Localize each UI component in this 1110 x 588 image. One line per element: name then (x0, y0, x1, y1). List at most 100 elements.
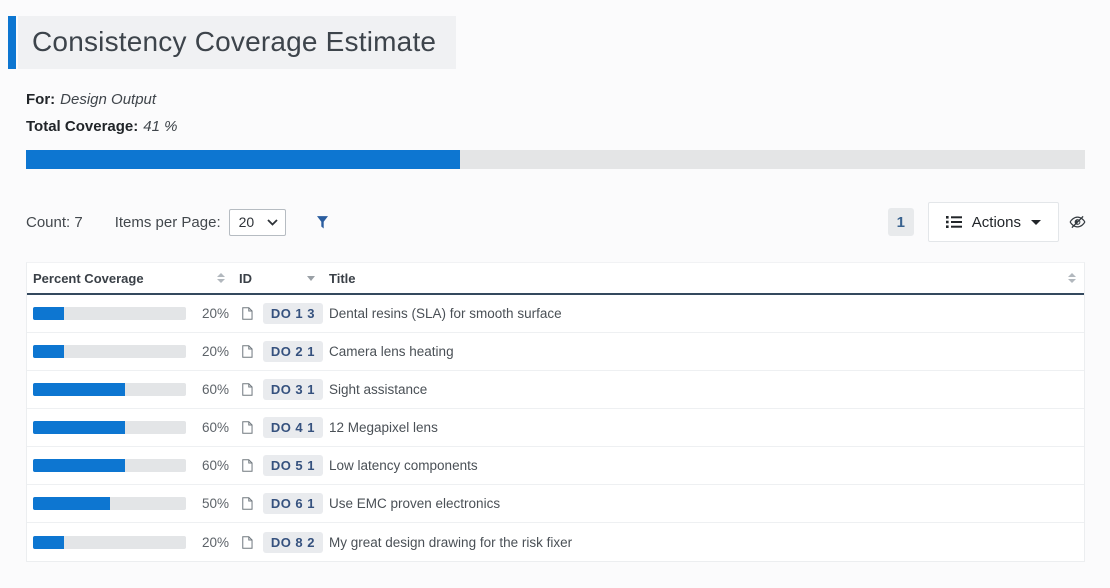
sort-icon[interactable] (217, 273, 225, 283)
document-icon (242, 307, 253, 320)
row-progressbar (33, 459, 186, 472)
table-row[interactable]: 20% DO 2 1 Camera lens heating (27, 333, 1084, 371)
row-bar-fill (33, 383, 125, 396)
row-title-cell: Use EMC proven electronics (323, 496, 1084, 511)
sort-icon[interactable] (1068, 273, 1076, 283)
row-id-cell: DO 6 1 (233, 493, 323, 514)
row-bar-fill (33, 459, 125, 472)
row-title: Dental resins (SLA) for smooth surface (329, 306, 562, 321)
sort-desc-icon[interactable] (307, 275, 315, 281)
row-bar-fill (33, 345, 64, 358)
document-icon (242, 535, 253, 549)
list-icon (945, 216, 962, 228)
row-bar-fill (33, 497, 110, 510)
row-id-badge[interactable]: DO 4 1 (262, 417, 323, 438)
table-header: Percent Coverage ID Title (27, 263, 1084, 295)
row-percent-label: 20% (201, 306, 229, 321)
total-coverage-label: Total Coverage: (26, 118, 139, 135)
row-id-cell: DO 2 1 (233, 341, 323, 362)
toolbar: Count: 7 Items per Page: 20 1 Actions (26, 202, 1087, 242)
column-header-id[interactable]: ID (233, 263, 323, 293)
column-header-percent-coverage[interactable]: Percent Coverage (27, 263, 233, 293)
row-percent-label: 50% (201, 496, 229, 511)
row-title: Sight assistance (329, 382, 428, 397)
row-id-cell: DO 1 3 (233, 303, 323, 324)
table-row[interactable]: 20% DO 1 3 Dental resins (SLA) for smoot… (27, 295, 1084, 333)
eye-slash-icon[interactable] (1068, 213, 1087, 231)
row-title: Camera lens heating (329, 344, 454, 359)
row-percent-cell: 20% (27, 344, 233, 359)
row-progressbar (33, 307, 186, 320)
row-title: Use EMC proven electronics (329, 496, 501, 511)
row-title-cell: Dental resins (SLA) for smooth surface (323, 306, 1084, 321)
document-icon (242, 497, 253, 510)
document-icon (242, 383, 253, 396)
column-label: Percent Coverage (33, 270, 144, 286)
row-bar-fill (33, 535, 64, 549)
count-text: Count: 7 (26, 213, 83, 231)
row-id-badge[interactable]: DO 5 1 (262, 455, 323, 476)
row-title: 12 Megapixel lens (329, 420, 438, 435)
column-label: ID (239, 270, 252, 286)
row-progressbar (33, 345, 186, 358)
items-per-page-value: 20 (238, 214, 255, 230)
row-id-badge[interactable]: DO 8 2 (262, 531, 323, 553)
toolbar-right: 1 Actions (887, 202, 1087, 242)
chevron-down-icon (266, 218, 278, 226)
row-id-badge[interactable]: DO 3 1 (262, 379, 323, 400)
row-id-badge[interactable]: DO 2 1 (262, 341, 323, 362)
table-row[interactable]: 60% DO 5 1 Low latency components (27, 447, 1084, 485)
row-progressbar (33, 497, 186, 510)
row-percent-label: 20% (201, 344, 229, 359)
row-id-cell: DO 5 1 (233, 455, 323, 476)
for-line: For: Design Output (26, 91, 1085, 108)
table-row[interactable]: 60% DO 3 1 Sight assistance (27, 371, 1084, 409)
row-title-cell: Camera lens heating (323, 344, 1084, 359)
total-coverage-line: Total Coverage: 41 % (26, 118, 1085, 135)
row-percent-label: 60% (201, 420, 229, 435)
items-per-page-select[interactable]: 20 (228, 208, 286, 236)
table-body: 20% DO 1 3 Dental resins (SLA) for smoot… (27, 295, 1084, 561)
row-bar-fill (33, 307, 64, 320)
actions-button-label: Actions (971, 213, 1021, 231)
filter-funnel-icon[interactable] (316, 215, 328, 229)
row-id-cell: DO 3 1 (233, 379, 323, 400)
column-label: Title (329, 270, 356, 286)
title-accent-bar (8, 16, 16, 69)
table-row[interactable]: 50% DO 6 1 Use EMC proven electronics (27, 485, 1084, 523)
row-id-cell: DO 4 1 (233, 417, 323, 438)
total-coverage-progressbar (26, 150, 1085, 169)
row-percent-cell: 60% (27, 382, 233, 397)
row-percent-cell: 60% (27, 458, 233, 473)
row-title-cell: My great design drawing for the risk fix… (323, 535, 1084, 550)
row-progressbar (33, 383, 186, 396)
table-row[interactable]: 20% DO 8 2 My great design drawing for t… (27, 523, 1084, 561)
row-title-cell: Low latency components (323, 458, 1084, 473)
row-title-cell: 12 Megapixel lens (323, 420, 1084, 435)
page-title-block: Consistency Coverage Estimate (8, 16, 457, 69)
row-id-badge[interactable]: DO 1 3 (262, 303, 323, 324)
row-percent-cell: 20% (27, 535, 233, 550)
title-box: Consistency Coverage Estimate (18, 16, 457, 69)
row-id-badge[interactable]: DO 6 1 (262, 493, 323, 514)
coverage-table: Percent Coverage ID Title 20% (26, 262, 1085, 562)
coverage-page: Consistency Coverage Estimate For: Design… (8, 16, 1087, 562)
page-title: Consistency Coverage Estimate (32, 26, 437, 57)
column-header-title[interactable]: Title (323, 263, 1084, 293)
toolbar-left: Count: 7 Items per Page: 20 (26, 208, 328, 236)
row-bar-fill (33, 421, 125, 434)
row-title-cell: Sight assistance (323, 382, 1084, 397)
actions-button[interactable]: Actions (927, 202, 1059, 242)
table-row[interactable]: 60% DO 4 1 12 Megapixel lens (27, 409, 1084, 447)
for-label: For: (26, 91, 56, 108)
document-icon (242, 345, 253, 358)
row-id-cell: DO 8 2 (233, 531, 323, 553)
caret-down-icon (1031, 219, 1041, 225)
row-progressbar (33, 421, 186, 434)
row-title: Low latency components (329, 458, 478, 473)
items-per-page-label: Items per Page: (114, 213, 221, 231)
row-title: My great design drawing for the risk fix… (329, 534, 573, 550)
total-coverage-value: 41 % (143, 118, 178, 135)
row-percent-label: 20% (201, 534, 229, 550)
pagination-page-button[interactable]: 1 (887, 208, 914, 236)
